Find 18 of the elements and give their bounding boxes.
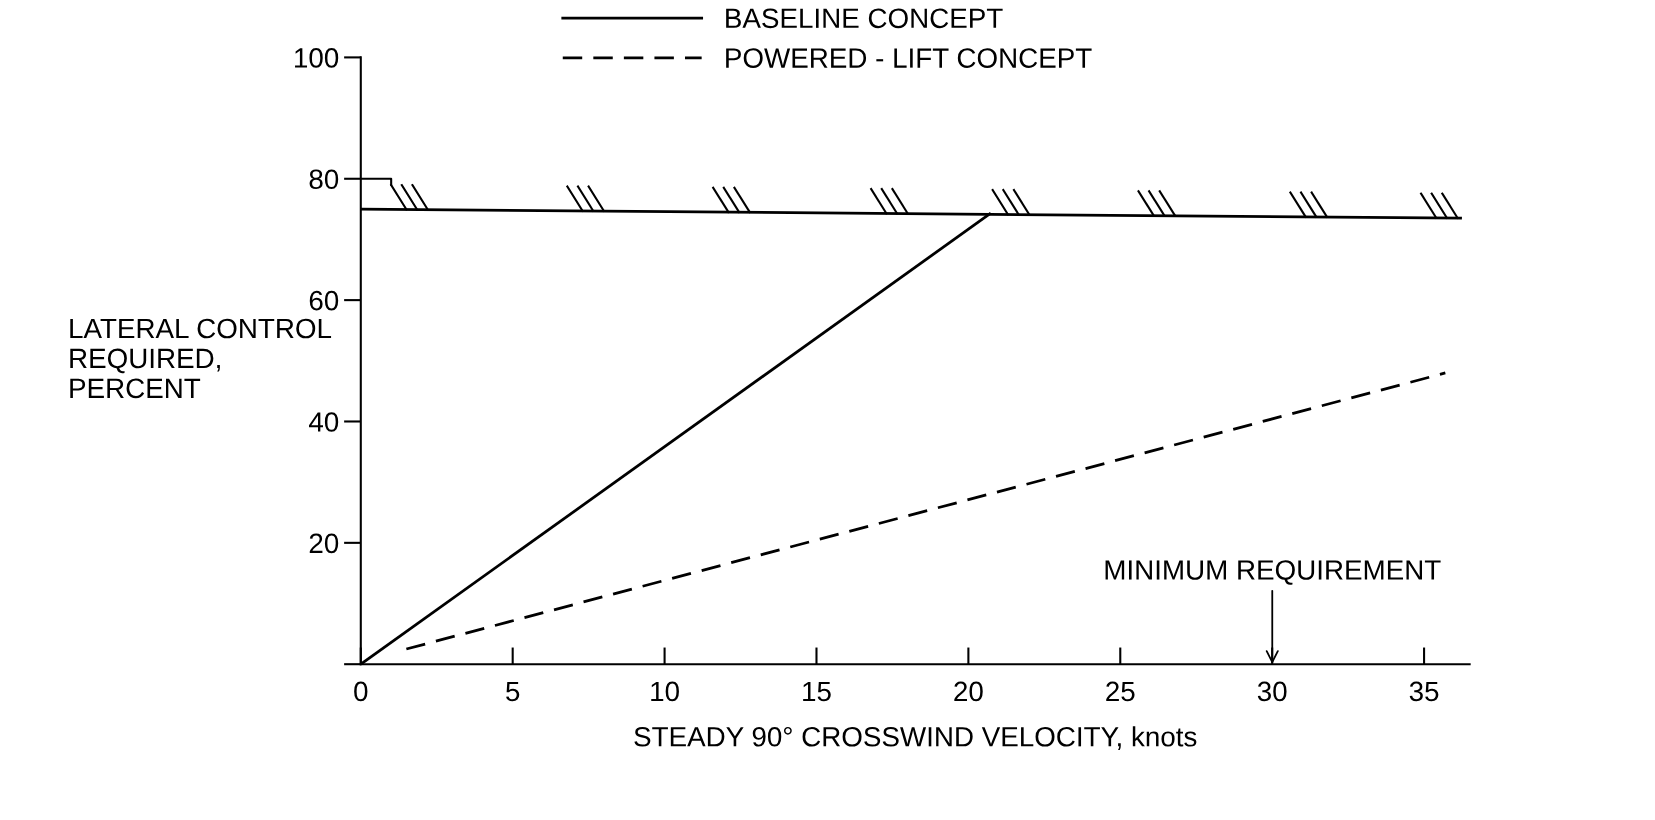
y-axis-title: LATERAL CONTROL REQUIRED, PERCENT (70, 318, 332, 399)
y-tick-label: 100 (295, 48, 339, 68)
y-tick-label: 20 (309, 533, 339, 554)
y-tick-label: 40 (309, 412, 339, 432)
x-tick-label: 15 (803, 681, 831, 702)
y-tick-label: 80 (309, 169, 339, 190)
legend-label: BASELINE CONCEPT (726, 8, 1003, 29)
x-tick-label: 25 (1106, 681, 1135, 702)
y-tick-label: 60 (309, 290, 339, 311)
legend-label: POWERED - LIFT CONCEPT (726, 48, 1092, 68)
x-tick-label: 35 (1409, 681, 1439, 702)
x-axis-title: STEADY 90° CROSSWIND VELOCITY, knots (634, 726, 1197, 750)
x-tick-label: 0 (354, 681, 368, 702)
x-tick-label: 20 (954, 681, 983, 702)
x-tick-label: 30 (1257, 681, 1287, 702)
annotation: MINIMUM REQUIREMENT (1105, 560, 1441, 585)
x-tick-label: 10 (651, 681, 679, 702)
x-tick-label: 5 (506, 681, 520, 702)
